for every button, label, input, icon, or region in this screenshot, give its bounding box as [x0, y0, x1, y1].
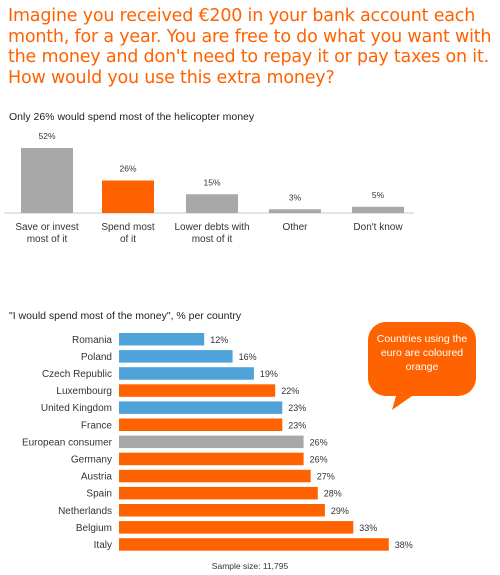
chart2-category-label: Belgium — [76, 523, 112, 534]
chart1-category-label: most of it — [192, 234, 233, 245]
chart2-bar — [119, 418, 283, 431]
chart2-category-label: United Kingdom — [41, 403, 112, 414]
chart2-category-label: European consumer — [22, 437, 113, 448]
chart1-category-label: Spend most — [101, 222, 155, 233]
chart2-category-label: Italy — [94, 540, 112, 551]
chart2-bar — [119, 521, 354, 534]
chart2-category-label: Luxembourg — [56, 386, 112, 397]
chart1-value-label: 52% — [38, 131, 55, 141]
chart1-title: Only 26% would spend most of the helicop… — [9, 111, 255, 123]
euro-callout: Countries using the euro are coloured or… — [368, 322, 476, 410]
headline: Imagine you received €200 in your bank a… — [8, 6, 492, 88]
chart1-category-label: Lower debts with — [174, 222, 249, 233]
chart2-category-label: Czech Republic — [42, 369, 112, 380]
chart2-value-label: 26% — [310, 437, 328, 447]
chart2-category-label: France — [81, 420, 113, 431]
chart2-value-label: 29% — [331, 506, 349, 516]
chart2-value-label: 23% — [288, 420, 306, 430]
chart2-value-label: 28% — [324, 489, 342, 499]
callout-text: Countries using the euro are coloured or… — [376, 333, 468, 373]
chart1-value-label: 5% — [372, 190, 385, 200]
chart2-category-label: Germany — [71, 454, 112, 465]
chart1-bar — [102, 180, 154, 213]
chart1-value-label: 15% — [203, 177, 220, 187]
chart2-value-label: 33% — [359, 523, 377, 533]
chart2-value-label: 19% — [260, 369, 278, 379]
chart1-bar — [269, 209, 321, 213]
chart2-value-label: 26% — [310, 454, 328, 464]
chart2-category-label: Romania — [72, 335, 112, 346]
sample-size: Sample size: 11,795 — [211, 561, 289, 571]
chart1-category-label: Other — [282, 222, 308, 233]
chart2-value-label: 16% — [239, 352, 257, 362]
chart2-category-label: Spain — [86, 489, 112, 500]
chart2-value-label: 23% — [288, 403, 306, 413]
chart2-value-label: 12% — [210, 335, 228, 345]
chart2-bar — [119, 333, 205, 346]
chart1-category-label: most of it — [27, 234, 68, 245]
chart2-bar — [119, 435, 304, 449]
chart2-category-label: Poland — [81, 352, 112, 363]
chart1-category-label: Save or invest — [15, 222, 79, 233]
chart2-bar — [119, 486, 318, 500]
chart2-category-label: Netherlands — [58, 506, 112, 517]
chart2-bar — [119, 367, 254, 380]
chart1-category-label: of it — [120, 234, 136, 245]
chart1-value-label: 3% — [289, 192, 302, 202]
chart2-category-label: Austria — [81, 472, 113, 483]
chart2-bar — [119, 350, 233, 363]
chart1-value-label: 26% — [119, 164, 136, 174]
chart2-bar — [119, 538, 389, 551]
chart1-bar — [21, 148, 73, 213]
chart2-bar — [119, 469, 311, 483]
chart1-category-label: Don't know — [353, 222, 403, 233]
chart2-bar — [119, 384, 276, 397]
chart2-value-label: 27% — [317, 472, 335, 482]
chart2-title: "I would spend most of the money", % per… — [9, 310, 242, 322]
chart2-bar — [119, 452, 304, 466]
chart1-bar — [186, 194, 238, 213]
chart2-value-label: 38% — [395, 540, 413, 550]
chart2-value-label: 22% — [281, 386, 299, 396]
chart2-bar — [119, 504, 325, 517]
callout-bubble-shape — [368, 322, 476, 410]
chart1-bar — [352, 206, 404, 213]
chart2-bar — [119, 401, 283, 414]
